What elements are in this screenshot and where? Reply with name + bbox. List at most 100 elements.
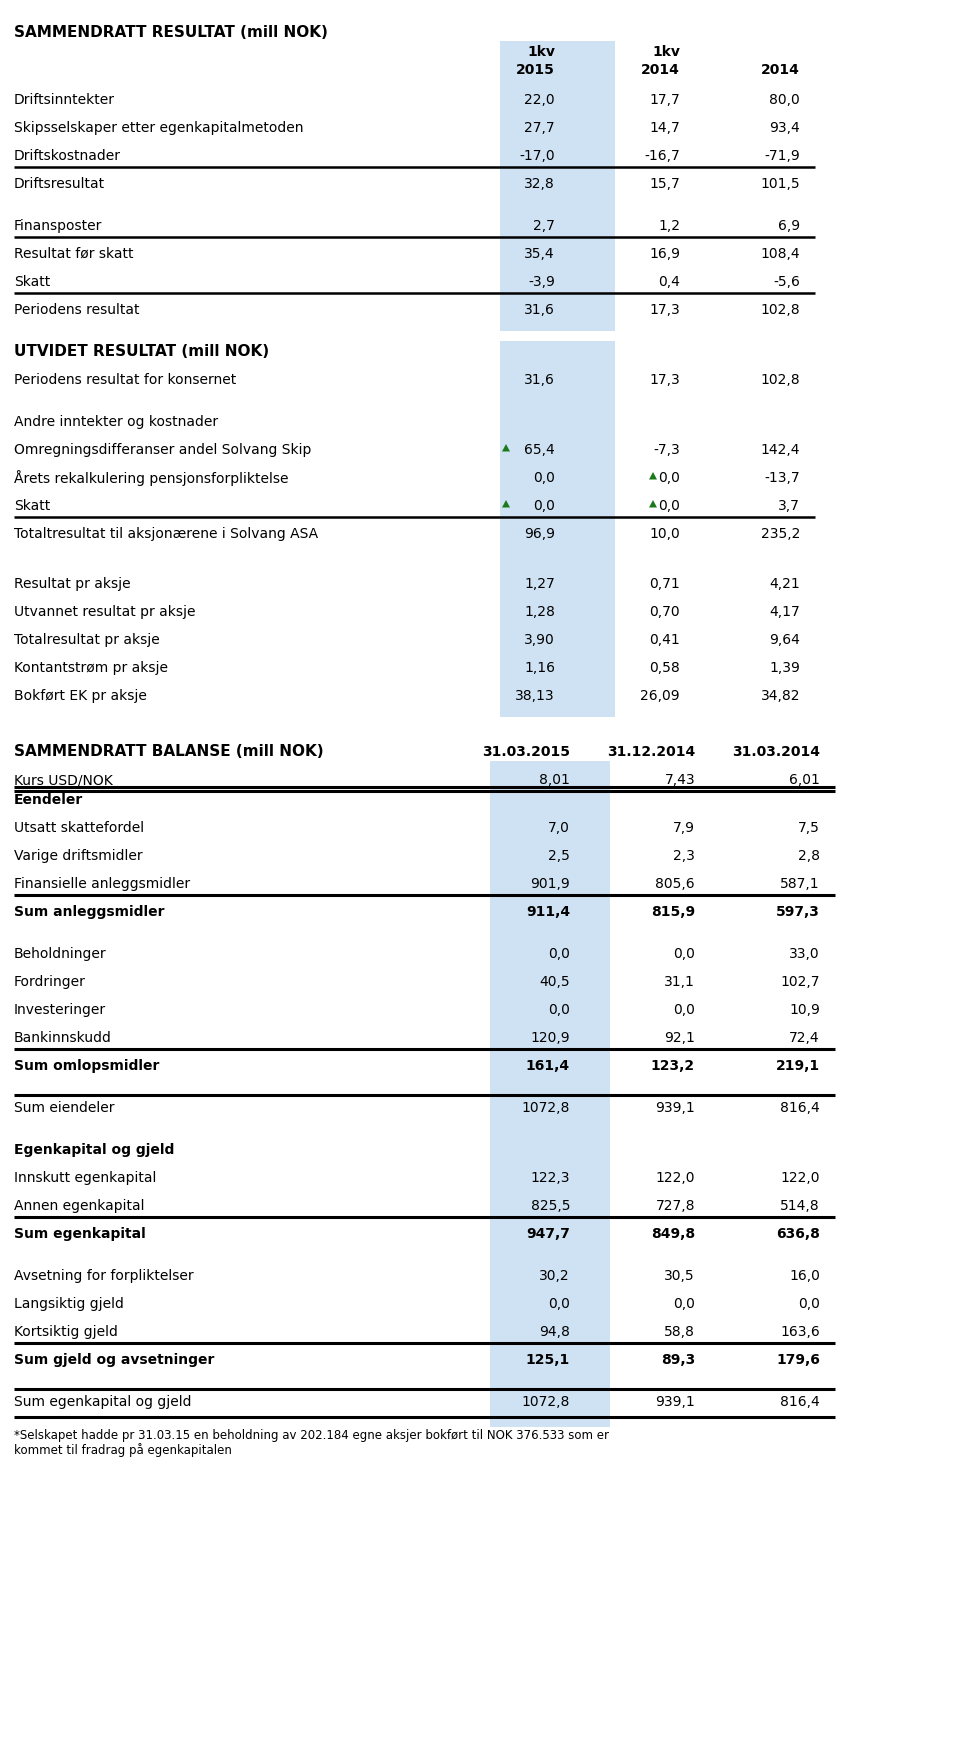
Text: 514,8: 514,8	[780, 1199, 820, 1213]
Text: 108,4: 108,4	[760, 247, 800, 261]
Polygon shape	[502, 500, 510, 509]
Text: 0,0: 0,0	[533, 498, 555, 512]
Text: 0,70: 0,70	[649, 605, 680, 620]
Text: Utsatt skattefordel: Utsatt skattefordel	[14, 821, 144, 835]
Text: Resultat pr aksje: Resultat pr aksje	[14, 577, 131, 591]
Text: 2,5: 2,5	[548, 848, 570, 862]
Text: 80,0: 80,0	[769, 93, 800, 107]
Text: 122,0: 122,0	[780, 1171, 820, 1185]
Text: -13,7: -13,7	[764, 470, 800, 484]
Text: 235,2: 235,2	[760, 526, 800, 541]
Text: Kurs USD/NOK: Kurs USD/NOK	[14, 772, 112, 786]
Text: 2,7: 2,7	[533, 219, 555, 233]
Text: Driftskostnader: Driftskostnader	[14, 149, 121, 163]
Text: 96,9: 96,9	[524, 526, 555, 541]
Text: -16,7: -16,7	[644, 149, 680, 163]
Text: 727,8: 727,8	[656, 1199, 695, 1213]
Text: 825,5: 825,5	[531, 1199, 570, 1213]
Text: 587,1: 587,1	[780, 876, 820, 890]
Text: Innskutt egenkapital: Innskutt egenkapital	[14, 1171, 156, 1185]
Text: 15,7: 15,7	[649, 177, 680, 191]
Text: 32,8: 32,8	[524, 177, 555, 191]
Text: 123,2: 123,2	[651, 1058, 695, 1072]
Text: 38,13: 38,13	[516, 688, 555, 702]
Text: 0,0: 0,0	[548, 946, 570, 960]
Text: 30,2: 30,2	[540, 1269, 570, 1283]
Text: Investeringer: Investeringer	[14, 1002, 107, 1016]
Text: Sum anleggsmidler: Sum anleggsmidler	[14, 904, 164, 918]
Text: 122,3: 122,3	[531, 1171, 570, 1185]
Text: 31.12.2014: 31.12.2014	[607, 744, 695, 758]
Text: 1072,8: 1072,8	[521, 1393, 570, 1408]
Text: Skatt: Skatt	[14, 276, 50, 290]
Text: 102,8: 102,8	[760, 304, 800, 318]
Text: 120,9: 120,9	[530, 1030, 570, 1044]
Text: Driftsinntekter: Driftsinntekter	[14, 93, 115, 107]
Text: 947,7: 947,7	[526, 1227, 570, 1241]
Text: 0,0: 0,0	[673, 946, 695, 960]
Text: 94,8: 94,8	[540, 1325, 570, 1339]
Text: 31,6: 31,6	[524, 372, 555, 386]
Text: -7,3: -7,3	[653, 442, 680, 456]
Text: 17,3: 17,3	[649, 304, 680, 318]
Text: kommet til fradrag på egenkapitalen: kommet til fradrag på egenkapitalen	[14, 1443, 232, 1457]
Text: 179,6: 179,6	[776, 1353, 820, 1365]
Text: Andre inntekter og kostnader: Andre inntekter og kostnader	[14, 414, 218, 428]
Text: 161,4: 161,4	[526, 1058, 570, 1072]
Text: 0,0: 0,0	[673, 1002, 695, 1016]
Text: 3,7: 3,7	[779, 498, 800, 512]
Text: 10,0: 10,0	[649, 526, 680, 541]
Text: 9,64: 9,64	[769, 632, 800, 646]
Text: Bankinnskudd: Bankinnskudd	[14, 1030, 112, 1044]
Text: 65,4: 65,4	[524, 442, 555, 456]
Text: 2014: 2014	[641, 63, 680, 77]
Text: SAMMENDRATT RESULTAT (mill NOK): SAMMENDRATT RESULTAT (mill NOK)	[14, 25, 328, 39]
Text: 142,4: 142,4	[760, 442, 800, 456]
Text: 2014: 2014	[761, 63, 800, 77]
Text: 17,7: 17,7	[649, 93, 680, 107]
Text: Driftsresultat: Driftsresultat	[14, 177, 106, 191]
Text: Skipsselskaper etter egenkapitalmetoden: Skipsselskaper etter egenkapitalmetoden	[14, 121, 303, 135]
Text: 0,0: 0,0	[659, 498, 680, 512]
Text: 33,0: 33,0	[789, 946, 820, 960]
Text: 4,21: 4,21	[769, 577, 800, 591]
Text: 0,0: 0,0	[533, 470, 555, 484]
Text: 93,4: 93,4	[769, 121, 800, 135]
Bar	[500, 546, 615, 718]
Text: 1kv: 1kv	[652, 46, 680, 60]
Text: Sum eiendeler: Sum eiendeler	[14, 1100, 114, 1114]
Text: 31.03.2015: 31.03.2015	[482, 744, 570, 758]
Text: 1,39: 1,39	[769, 660, 800, 674]
Text: Finansposter: Finansposter	[14, 219, 103, 233]
Text: 163,6: 163,6	[780, 1325, 820, 1339]
Text: 16,0: 16,0	[789, 1269, 820, 1283]
Text: Annen egenkapital: Annen egenkapital	[14, 1199, 145, 1213]
Text: 7,0: 7,0	[548, 821, 570, 835]
Text: 40,5: 40,5	[540, 974, 570, 988]
Text: Sum egenkapital: Sum egenkapital	[14, 1227, 146, 1241]
Polygon shape	[502, 444, 510, 453]
Text: 122,0: 122,0	[656, 1171, 695, 1185]
Text: 101,5: 101,5	[760, 177, 800, 191]
Text: Totalresultat pr aksje: Totalresultat pr aksje	[14, 632, 159, 646]
Text: 849,8: 849,8	[651, 1227, 695, 1241]
Bar	[500, 42, 615, 332]
Bar	[500, 342, 615, 556]
Text: 939,1: 939,1	[656, 1100, 695, 1114]
Polygon shape	[649, 500, 657, 509]
Text: 8,01: 8,01	[540, 772, 570, 786]
Text: Kortsiktig gjeld: Kortsiktig gjeld	[14, 1325, 118, 1339]
Text: 35,4: 35,4	[524, 247, 555, 261]
Text: Periodens resultat: Periodens resultat	[14, 304, 139, 318]
Text: -17,0: -17,0	[519, 149, 555, 163]
Text: Sum omlopsmidler: Sum omlopsmidler	[14, 1058, 159, 1072]
Text: Sum egenkapital og gjeld: Sum egenkapital og gjeld	[14, 1393, 191, 1408]
Text: 10,9: 10,9	[789, 1002, 820, 1016]
Text: 0,0: 0,0	[548, 1297, 570, 1311]
Text: 816,4: 816,4	[780, 1100, 820, 1114]
Text: 16,9: 16,9	[649, 247, 680, 261]
Text: Fordringer: Fordringer	[14, 974, 85, 988]
Text: Varige driftsmidler: Varige driftsmidler	[14, 848, 143, 862]
Text: 0,58: 0,58	[649, 660, 680, 674]
Text: 939,1: 939,1	[656, 1393, 695, 1408]
